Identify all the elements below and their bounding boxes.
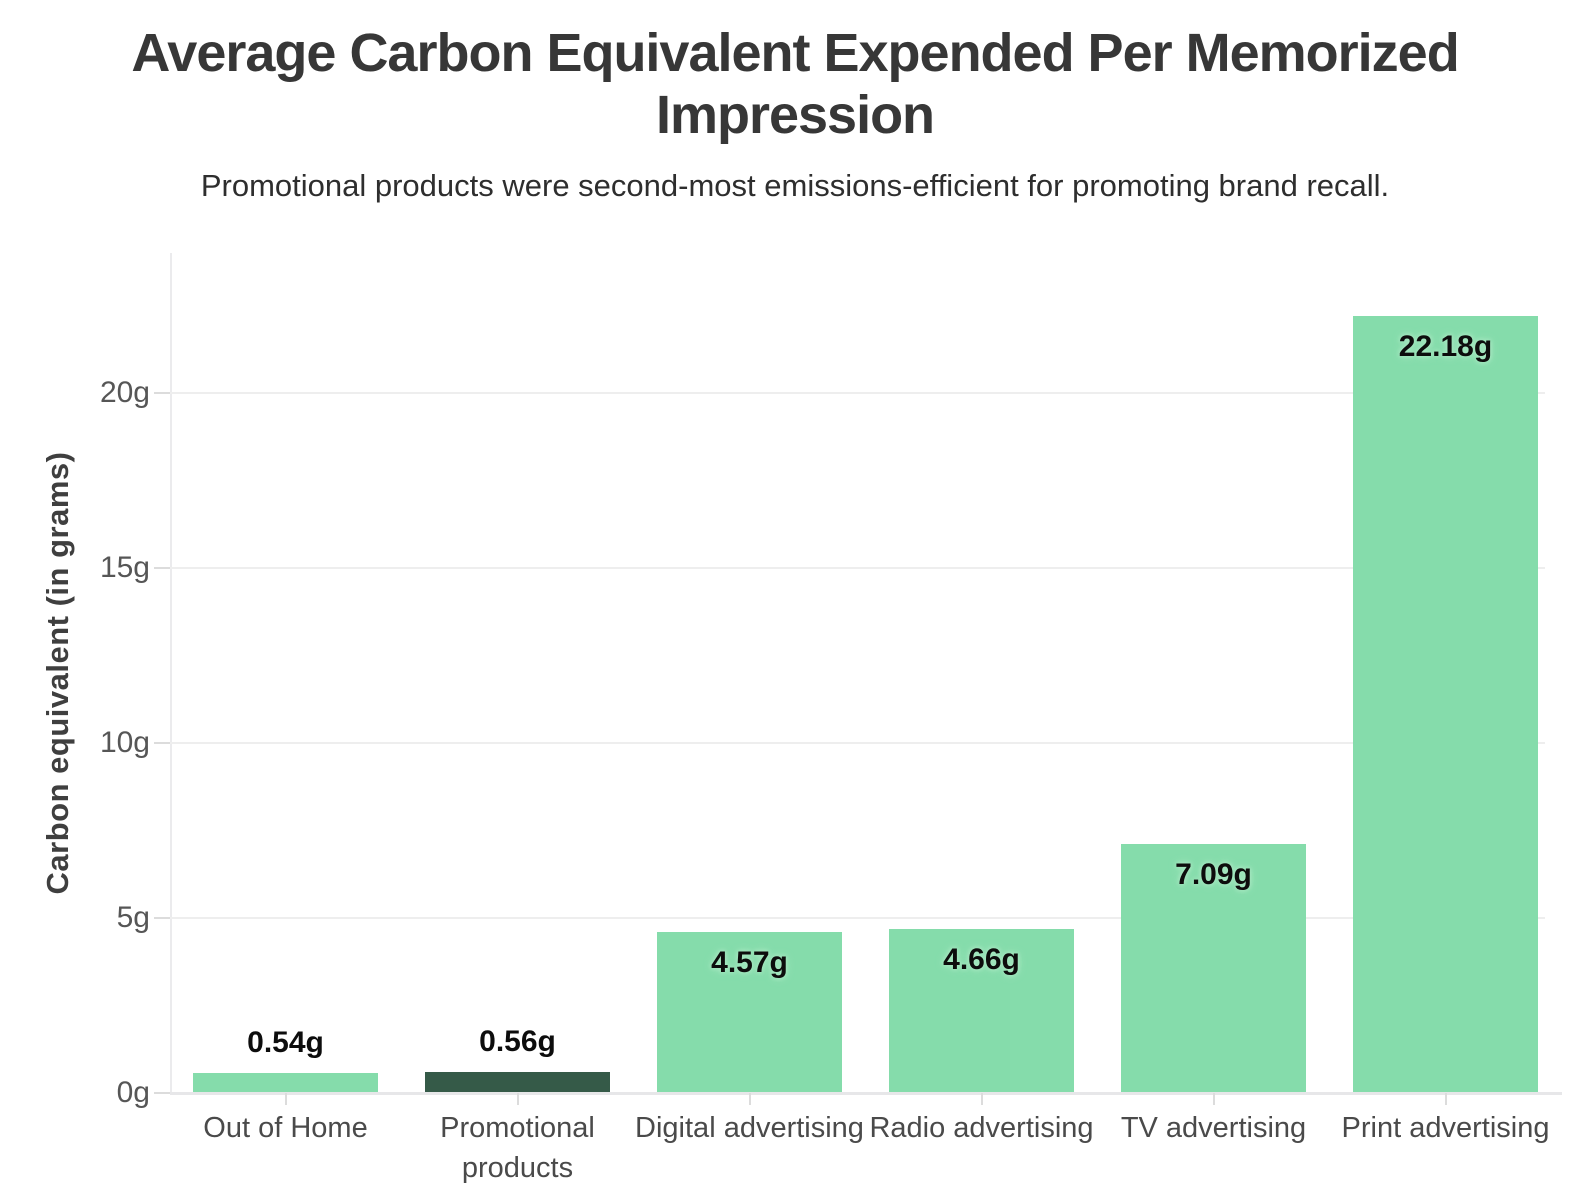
x-axis-label-Print advertising: Print advertising	[1341, 1112, 1550, 1144]
gridline-10g	[170, 742, 1545, 744]
bar-Out of Home	[193, 1073, 378, 1092]
bar-Print advertising	[1353, 315, 1538, 1092]
gridline-15g	[170, 567, 1545, 569]
x-tick-mark	[284, 1093, 287, 1105]
y-axis-title: Carbon equivalent (in grams)	[40, 451, 75, 895]
x-axis-label-Digital advertising: Digital advertising	[635, 1112, 864, 1144]
y-axis-line	[170, 253, 172, 1093]
y-tick-label: 20g	[99, 376, 150, 409]
y-tick-mark	[154, 392, 170, 394]
x-axis-line	[170, 1092, 1562, 1095]
y-tick-label: 15g	[99, 551, 150, 584]
bar-value-label: 22.18g	[1398, 329, 1493, 363]
x-tick-mark	[1212, 1093, 1215, 1105]
bar-value-label: 4.57g	[711, 946, 788, 980]
y-tick-label: 0g	[116, 1076, 150, 1109]
x-axis-label-TV advertising: TV advertising	[1120, 1112, 1307, 1144]
x-axis-label-Promotional products: Promotional products	[440, 1112, 595, 1184]
bar-value-label: 7.09g	[1175, 857, 1252, 891]
x-axis-label-Radio advertising: Radio advertising	[869, 1112, 1094, 1144]
bar-Digital advertising	[657, 932, 842, 1092]
gridline-5g	[170, 917, 1545, 919]
y-tick-mark	[154, 742, 170, 744]
y-tick-mark	[154, 567, 170, 569]
plot-area	[170, 253, 1562, 1095]
x-tick-mark	[980, 1093, 983, 1105]
chart-subtitle: Promotional products were second-most em…	[200, 168, 1390, 203]
bar-Promotional products	[425, 1072, 610, 1092]
x-axis-label-Out of Home: Out of Home	[203, 1112, 368, 1144]
y-tick-mark	[154, 917, 170, 919]
x-tick-mark	[1444, 1093, 1447, 1105]
y-tick-mark	[154, 1092, 170, 1094]
gridline-20g	[170, 392, 1545, 394]
bar-value-label: 0.54g	[247, 1026, 324, 1060]
chart-title: Average Carbon Equivalent Expended Per M…	[131, 23, 1459, 146]
y-tick-label: 5g	[116, 901, 150, 934]
x-tick-mark	[516, 1093, 519, 1105]
bar-value-label: 0.56g	[479, 1025, 556, 1059]
x-tick-mark	[748, 1093, 751, 1105]
y-tick-label: 10g	[99, 726, 150, 759]
bar-value-label: 4.66g	[943, 942, 1020, 976]
bar-Radio advertising	[889, 928, 1074, 1092]
bar-TV advertising	[1121, 843, 1306, 1092]
